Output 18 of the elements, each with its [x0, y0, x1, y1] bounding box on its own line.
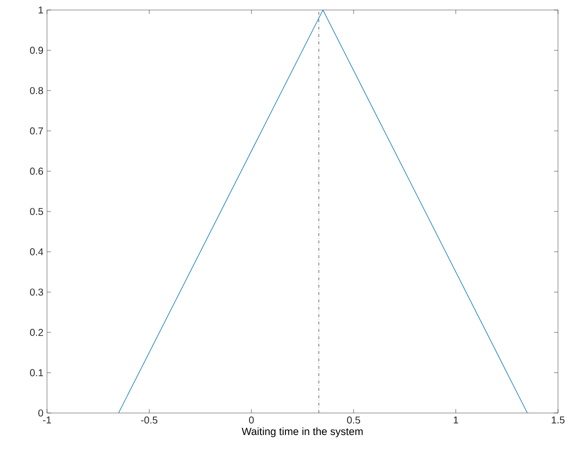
y-tick-label: 0.1 [30, 369, 44, 376]
x-tick-label: 1.5 [552, 416, 565, 424]
y-tick-label: 0.9 [30, 46, 44, 54]
y-tick-label: 0.6 [30, 168, 44, 175]
y-tick-label: 0.5 [30, 208, 44, 216]
y-tick-label: 1 [38, 6, 43, 14]
x-tick-label: 1 [454, 416, 458, 424]
y-tick-label: 0.3 [30, 288, 44, 296]
x-tick-label: -1 [43, 416, 51, 424]
x-tick-label: -0.5 [141, 416, 158, 424]
x-axis-title: Waiting time in the system [242, 427, 363, 438]
x-tick-label: 0.5 [347, 416, 360, 424]
y-tick-label: 0.4 [30, 248, 44, 256]
y-tick-label: 0.2 [30, 328, 43, 336]
x-tick-label: 0 [249, 416, 254, 424]
y-tick-label: 0.7 [30, 127, 43, 134]
y-tick-label: 0.8 [30, 87, 44, 94]
y-tick-label: 0 [38, 409, 44, 417]
